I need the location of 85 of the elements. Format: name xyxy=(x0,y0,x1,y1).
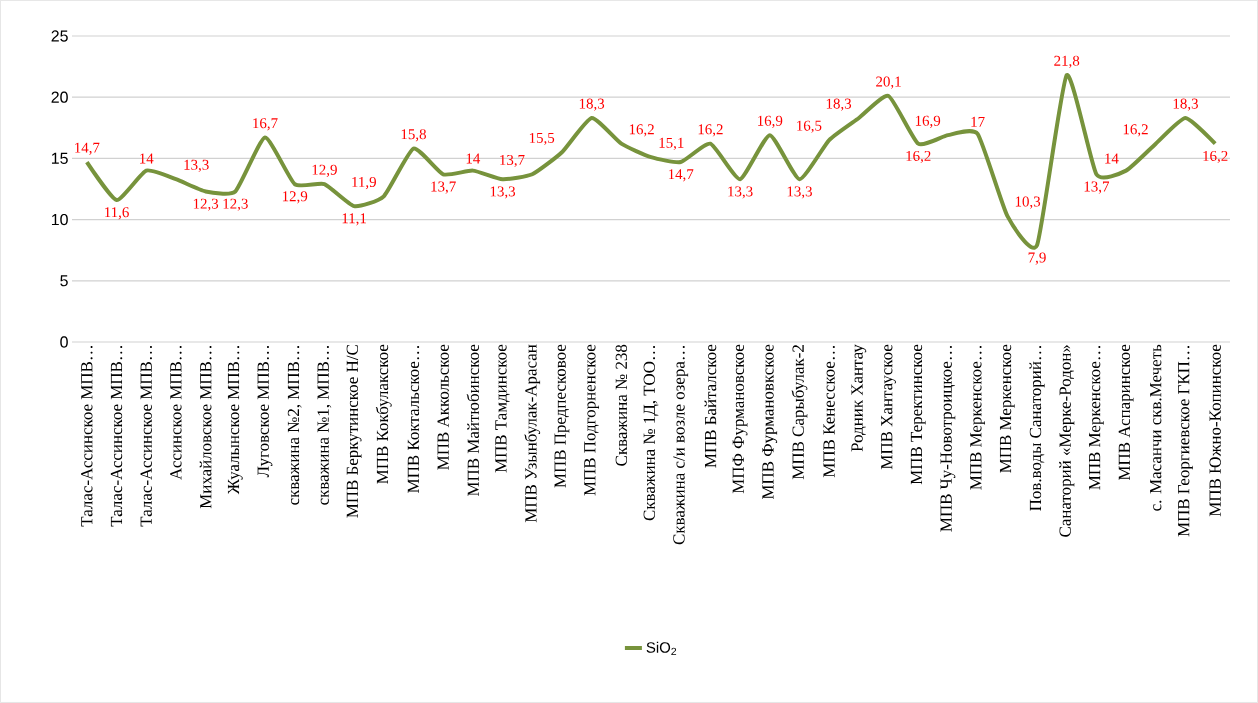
data-label: 18,3 xyxy=(579,98,605,111)
y-tick-label: 20 xyxy=(51,91,68,103)
x-tick-label: МПВ Беркутинское Н/С xyxy=(346,345,362,518)
data-label: 13,7 xyxy=(1084,181,1110,194)
y-tick-label: 15 xyxy=(51,152,68,164)
data-label: 17 xyxy=(971,116,985,127)
x-tick-label: Талас-Ассинское МПВ… xyxy=(81,345,93,527)
x-tick-label: МПФ Фурмановское xyxy=(732,344,748,494)
x-tick-label: МПВ Коктальское… xyxy=(407,345,420,493)
legend-label: SiO$_{2}$ xyxy=(646,641,677,656)
x-tick-label: Родник Хантау xyxy=(851,344,867,452)
data-label: 11,6 xyxy=(105,207,129,220)
x-tick-label: Жуалынское МПВ… xyxy=(227,345,243,495)
x-tick-label: МПВ Меркенское… xyxy=(1089,345,1104,490)
x-tick-label: МПВ Байталское xyxy=(704,344,717,468)
data-label: 14 xyxy=(466,153,481,164)
x-tick-label: МПВ Сарыбулак-2 xyxy=(791,345,808,480)
data-label: 11,9 xyxy=(352,176,376,190)
data-label: 12,3 xyxy=(223,198,248,211)
data-label: 10,3 xyxy=(1015,196,1041,209)
data-label: 13,3 xyxy=(184,159,209,172)
data-label: 12,3 xyxy=(193,198,219,211)
x-tick-label: МПВ Фурмановкское xyxy=(762,344,778,500)
data-label: 16,5 xyxy=(797,120,822,133)
x-tick-label: скважина №1, МПВ… xyxy=(317,346,332,505)
data-label: 12,9 xyxy=(282,191,308,204)
x-tick-label: МПВ Кенесское… xyxy=(823,345,835,478)
x-tick-label: Санаторий «Мерке-Родон» xyxy=(1059,345,1075,537)
x-tick-label: МПВ Майтюбинское xyxy=(466,344,480,497)
data-label: 13,7 xyxy=(431,181,456,194)
data-label: 21,8 xyxy=(1054,55,1080,68)
data-label: 16,9 xyxy=(915,115,941,128)
x-tick-label: МПВ Теректинское xyxy=(910,344,926,485)
x-tick-label: МПВ Аккольское xyxy=(437,344,449,470)
x-tick-label: Талас-Ассинское МПВ… xyxy=(110,345,123,527)
data-label: 13,3 xyxy=(787,186,812,199)
data-label: 14 xyxy=(1105,153,1119,164)
x-tick-label: МПВ Предпесковое xyxy=(554,344,570,488)
data-label: 16,2 xyxy=(1203,150,1228,164)
data-label: 12,9 xyxy=(312,164,337,177)
x-tick-label: Ассинское МПВ… xyxy=(170,345,182,480)
data-label: 16,9 xyxy=(758,115,783,128)
x-tick-label: Михайловское МПВ… xyxy=(199,346,212,509)
data-label: 14,7 xyxy=(668,169,694,182)
x-tick-label: МПВ Меркенское xyxy=(999,344,1015,473)
data-label: 13,3 xyxy=(728,186,753,199)
x-tick-label: Скважина № 238 xyxy=(615,344,628,466)
data-label: 16,2 xyxy=(906,150,931,164)
x-tick-label: МПВ Узынбулак-Арасан xyxy=(524,344,541,523)
data-label: 13,7 xyxy=(500,154,525,168)
data-label: 20,1 xyxy=(876,76,901,89)
x-tick-label: с. Масанчи скв.Мечеть xyxy=(1150,344,1162,511)
y-tick-label: 5 xyxy=(60,275,68,287)
data-label: 18,3 xyxy=(1173,98,1198,111)
x-tick-label: МПВ Меркенское… xyxy=(970,345,985,490)
data-label: 7,9 xyxy=(1028,252,1046,265)
x-tick-label: МПВ Кокбулакское xyxy=(375,344,392,484)
y-tick-label: 10 xyxy=(51,213,68,226)
data-label: 14,7 xyxy=(75,142,100,155)
data-label: 16,2 xyxy=(629,124,654,137)
x-tick-label: Пов.воды Санаторий… xyxy=(1029,345,1045,511)
x-tick-label: Луговское МПВ… xyxy=(257,346,273,478)
data-label: 13,3 xyxy=(490,186,516,199)
y-tick-label: 25 xyxy=(51,30,68,42)
x-tick-label: МПВ Аспаринское xyxy=(1118,344,1134,481)
x-tick-label: МПВ Южно-Копинское xyxy=(1209,344,1221,517)
data-label: 15,8 xyxy=(401,129,426,142)
x-tick-label: МПВ Подгорненское xyxy=(584,344,599,496)
x-tick-label: Талас-Ассинское МПВ… xyxy=(140,345,152,527)
x-tick-label: МПВ Тамдинское xyxy=(495,344,510,473)
data-label: 15,5 xyxy=(529,132,555,146)
x-tick-label: Скважина с/и возле озера… xyxy=(673,345,689,545)
data-label: 16,2 xyxy=(1123,124,1148,137)
data-label: 14 xyxy=(140,153,154,164)
data-label: 15,1 xyxy=(659,137,684,150)
data-label: 16,7 xyxy=(253,118,278,131)
x-tick-label: Скважина № 1Д, ТОО… xyxy=(643,345,659,521)
data-label: 11,1 xyxy=(342,213,366,226)
x-tick-label: МПВ Хантауское xyxy=(881,344,896,470)
x-tick-label: скважина №2, МПВ… xyxy=(287,346,302,505)
data-label: 18,3 xyxy=(826,98,852,111)
x-tick-label: МПВ Георгиевское ГКП… xyxy=(1178,346,1193,537)
data-label: 16,2 xyxy=(698,124,723,137)
x-tick-label: МПВ Чу-Новотроицкое… xyxy=(940,346,956,532)
y-tick-label: 0 xyxy=(60,336,68,348)
